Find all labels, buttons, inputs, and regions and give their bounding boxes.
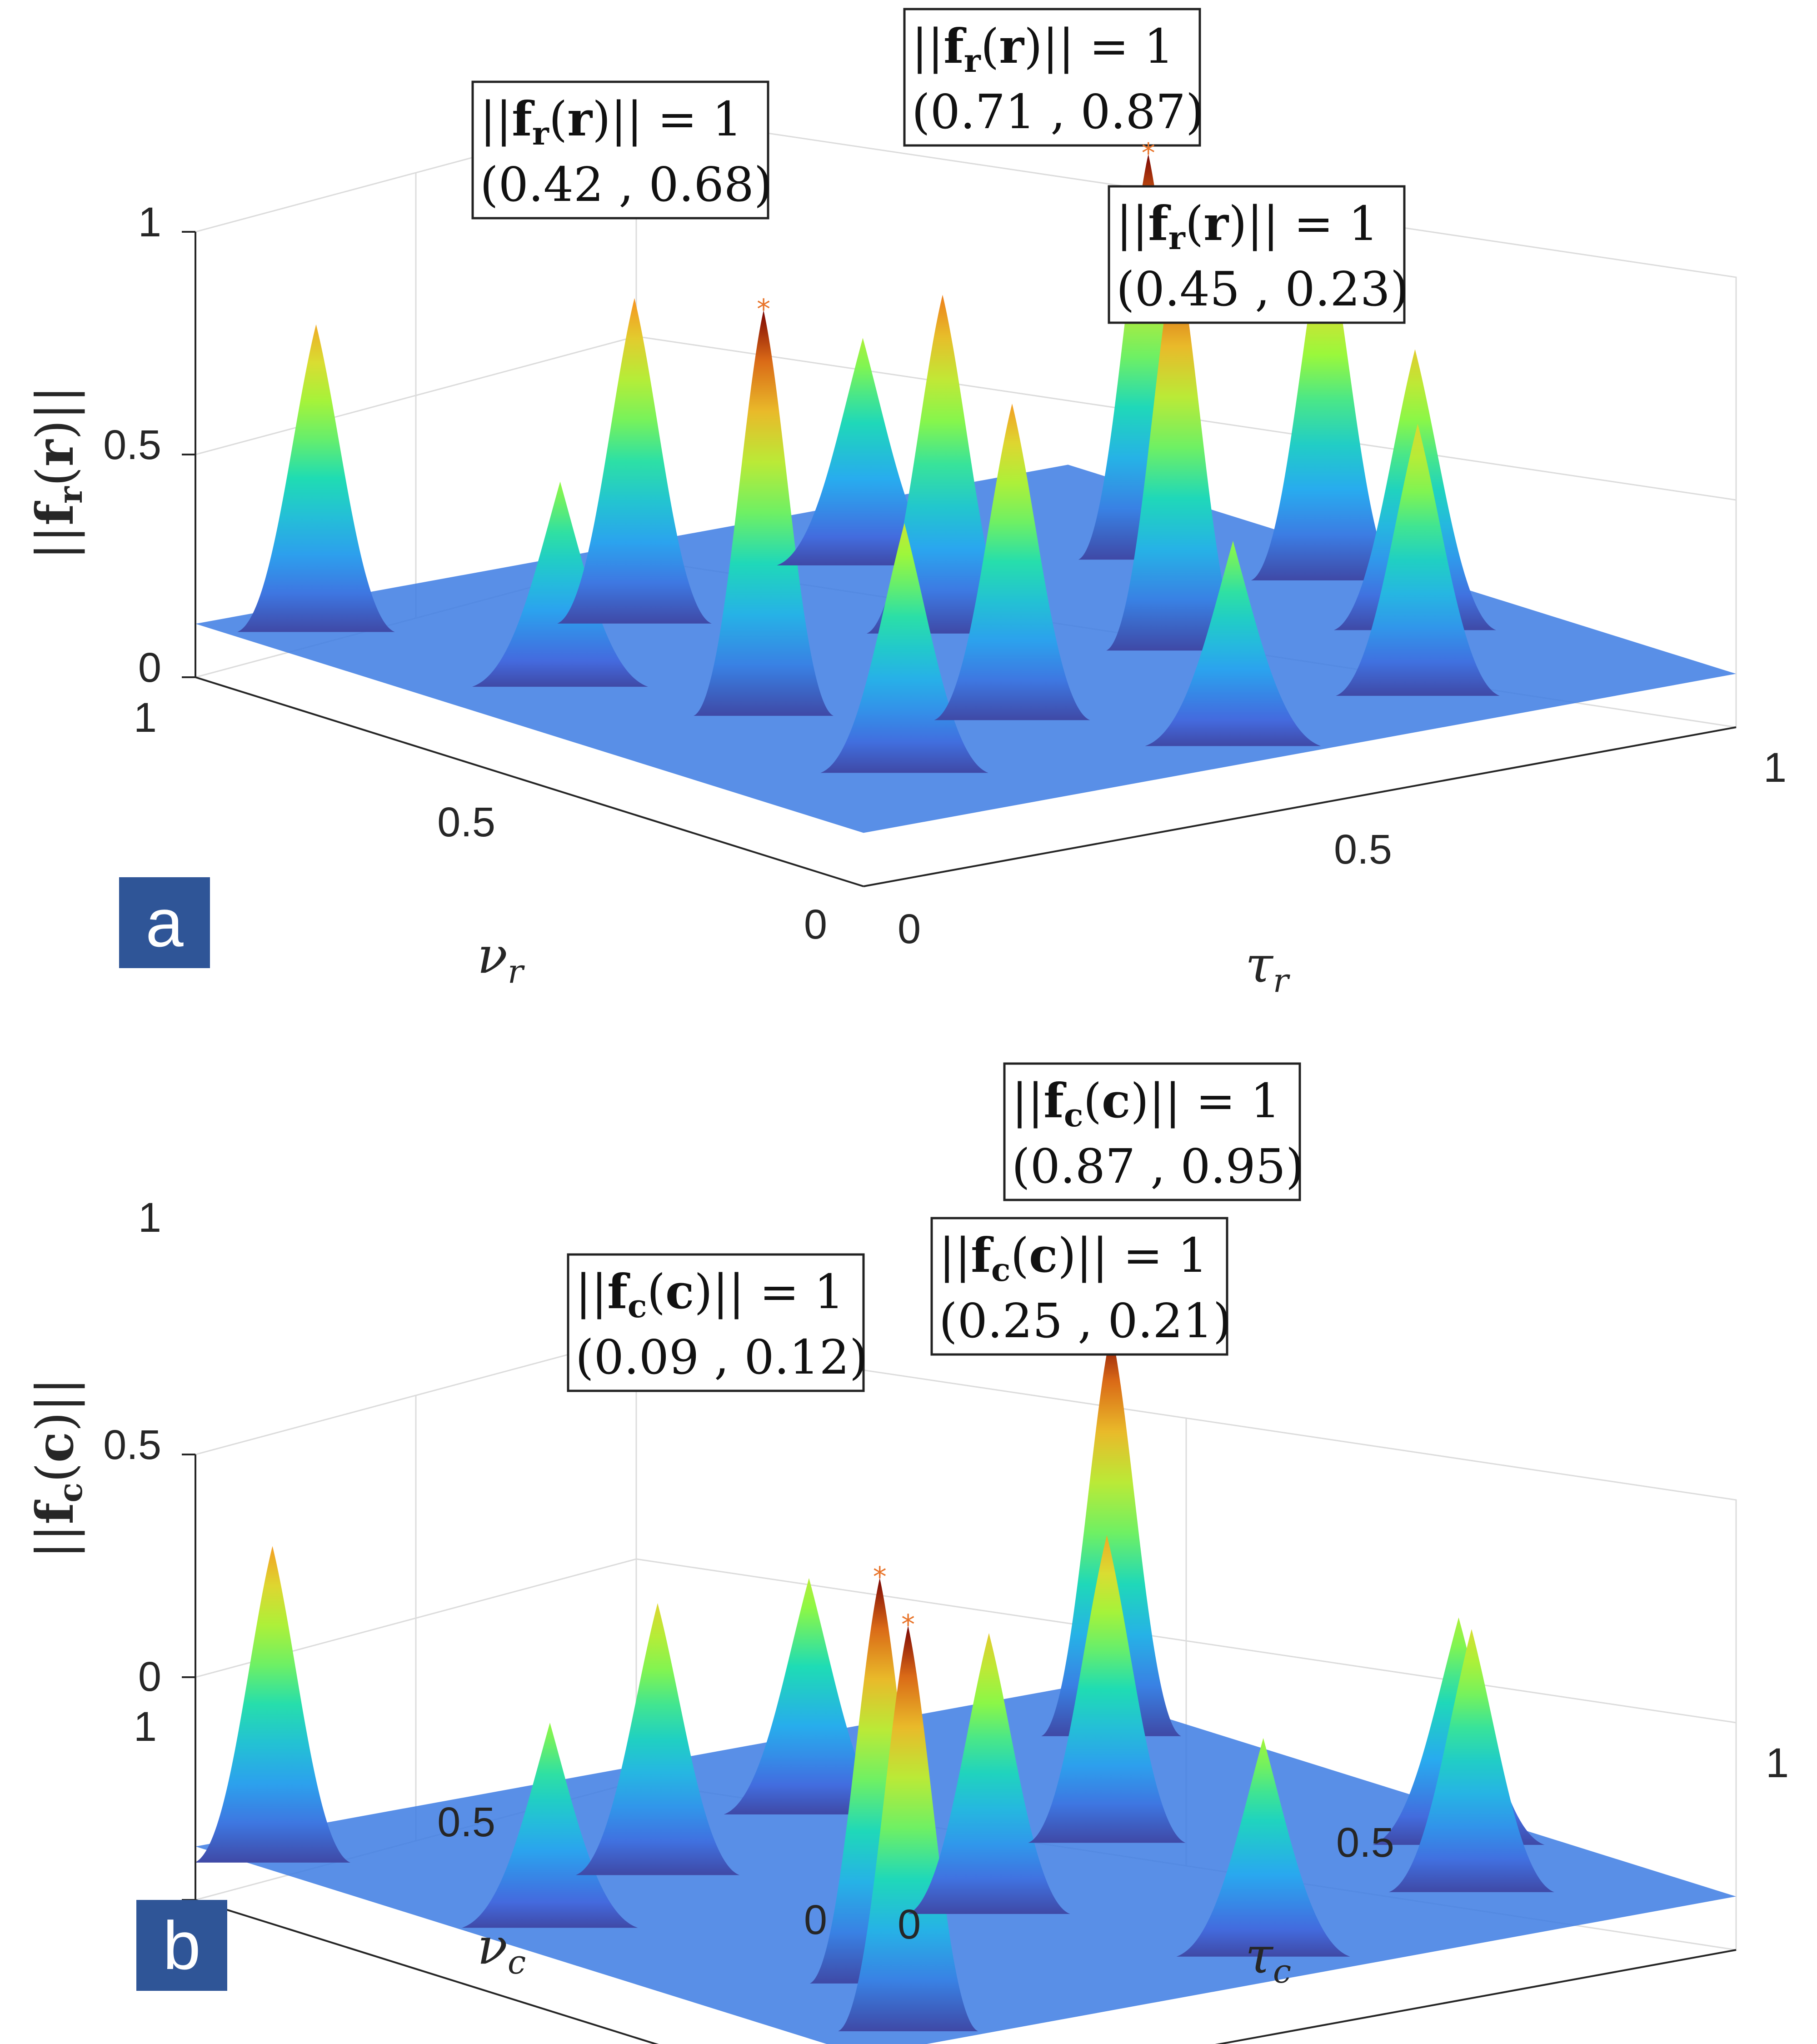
panel-a-surface-peak (557, 298, 712, 624)
panel-a-tau-axis (863, 726, 1737, 887)
panel-b-annotation: ||fc(c)|| = 1(0.25 , 0.21) * (873, 1217, 1231, 1593)
panel-b-peak-marker: * (873, 1561, 887, 1593)
panel-b-surface-peak (1388, 1629, 1555, 1892)
panel-b-annotation-norm: ||fc(c)|| = 1 (575, 1264, 844, 1325)
panel-a-tau-tick-0: 0 (898, 906, 921, 952)
panel-a-nu-axis-label: νr (477, 926, 525, 990)
panel-b-z-tick-0-5: 0.5 (103, 1422, 161, 1468)
panel-a-z-axis-label: ||fr(r)|| (25, 385, 90, 560)
panel-a-surface (195, 154, 1736, 833)
panel-b-annotation-coords: (0.87 , 0.95) (1012, 1139, 1304, 1194)
panel-a-annotation-norm: ||fr(r)|| = 1 (912, 18, 1174, 80)
panel-b-surface-peak (575, 1603, 740, 1875)
panel-a-peak-marker: * (1142, 137, 1155, 169)
panel-b-tau-tick-0-5: 0.5 (1336, 1819, 1394, 1866)
panel-b-surface (194, 1330, 1736, 2044)
panel-b-tau-axis (1215, 1949, 1737, 2044)
panel-a-annotation-norm: ||fr(r)|| = 1 (1116, 195, 1378, 257)
panel-b-annotation-box (567, 1253, 865, 1392)
panel-a-surface-plot: 1 0.5 0 1 0.5 0 0 0.5 1 νr τr ||fr(r)|| … (25, 8, 1787, 1000)
panel-b-surface-peak (1041, 1330, 1182, 1736)
panel-b-tau-tick-1: 1 (1766, 1740, 1789, 1786)
panel-b-annotation: ||fc(c)|| = 1(0.09 , 0.12) * (567, 1253, 915, 1641)
panel-b-surface-peak (838, 1625, 978, 2031)
panel-a-annotations: ||fr(r)|| = 1(0.42 , 0.68)*||fr(r)|| = 1… (471, 8, 1408, 325)
panel-b-surface-peak (194, 1546, 351, 1863)
panel-a-surface-peak (1106, 245, 1247, 651)
panel-a-surface-peak (694, 310, 834, 716)
panel-b-annotation-coords: (0.09 , 0.12) (575, 1329, 868, 1385)
panel-b-z-tick-marks (182, 1454, 195, 1901)
panel-b-z-tick-0: 0 (138, 1654, 161, 1700)
panel-b-surface-peak (1028, 1535, 1186, 1843)
panel-b-annotation-coords: (0.25 , 0.21) (939, 1293, 1231, 1349)
panel-a-surface-peak (1145, 541, 1321, 746)
panel-b-nu-tick-1: 1 (134, 1704, 157, 1750)
panel-a-surface-peak (1251, 219, 1399, 580)
panel-b-peak-marker: * (901, 1609, 915, 1641)
panel-b-label-box (136, 1900, 227, 1991)
panel-b-annotation: ||fc(c)|| = 1(0.87 , 0.95)* (1003, 1062, 1304, 1345)
panel-a-annotation-coords: (0.42 , 0.68) (480, 157, 772, 212)
panel-a-peak-marker: * (757, 294, 770, 325)
panel-b-surface-peak (908, 1633, 1070, 1914)
panel-b-annotation-box (930, 1217, 1228, 1356)
panel-a-z-tick-marks (182, 231, 195, 678)
panel-b-label: b (163, 1907, 200, 1984)
panel-b-annotation-box (1003, 1062, 1301, 1201)
panel-b-nu-axis (195, 1899, 659, 2044)
panel-a-annotation-box (903, 8, 1201, 147)
panel-a-nu-tick-0: 0 (804, 901, 827, 948)
panel-b-nu-axis-label: νc (477, 1917, 526, 1981)
panel-b-nu-tick-0-5: 0.5 (437, 1799, 495, 1845)
panel-b-tau-axis-label: τc (1245, 1926, 1291, 1990)
panel-a-z-tick-0-5: 0.5 (103, 422, 161, 468)
panel-a-z-tick-1: 1 (138, 199, 161, 245)
panel-a-tau-tick-1: 1 (1763, 745, 1787, 791)
panel-a-annotation-box (1108, 185, 1406, 324)
panel-b-surface-plot: 1 0.5 0 1 0.5 0 0 0.5 1 νc τc ||fc(c)|| … (25, 1062, 1789, 2044)
panel-a-annotation: ||fr(r)|| = 1(0.42 , 0.68) * (471, 80, 1183, 260)
panel-a-tau-axis-label: τr (1245, 935, 1290, 1000)
panel-b-nu-tick-0: 0 (804, 1897, 827, 1943)
panel-a-annotation-box (471, 80, 769, 220)
panel-b-z-axis-label: ||fc(c)|| (25, 1378, 90, 1559)
panel-b-annotation-norm: ||fc(c)|| = 1 (1012, 1073, 1280, 1134)
panel-b-surface-peak (1176, 1738, 1350, 1957)
panel-b-z-tick-1: 1 (138, 1194, 161, 1241)
panel-a-surface-peak (1336, 424, 1500, 696)
panel-a-surface-peak (237, 324, 395, 632)
panel-b-surface-peak (462, 1723, 638, 1928)
panel-a-surface-peak (777, 338, 949, 565)
panel-a-label: a (145, 885, 184, 961)
panel-b-annotations: ||fc(c)|| = 1(0.87 , 0.95)*||fc(c)|| = 1… (567, 1062, 1304, 1641)
panel-a-label-box (119, 877, 210, 968)
panel-a-nu-axis (195, 676, 864, 887)
panel-b-tau-tick-0: 0 (898, 1901, 921, 1948)
panel-b-surface-peak (724, 1578, 894, 1814)
panel-a-nu-tick-0-5: 0.5 (437, 799, 495, 845)
panel-a-tau-tick-0-5: 0.5 (1334, 826, 1392, 873)
panel-a-surface-peak (934, 404, 1090, 720)
panel-a-annotation-coords: (0.71 , 0.87) (912, 84, 1204, 140)
panel-b-annotation-norm: ||fc(c)|| = 1 (939, 1227, 1208, 1289)
panel-a-surface-peak (472, 481, 649, 687)
panel-a-z-tick-0: 0 (138, 645, 161, 691)
panel-a-annotation: ||fr(r)|| = 1(0.45 , 0.23) * (757, 185, 1408, 325)
panel-a-annotation: ||fr(r)|| = 1(0.71 , 0.87)* (903, 8, 1204, 169)
panel-a-annotation-norm: ||fr(r)|| = 1 (480, 91, 742, 152)
panel-a-annotation-coords: (0.45 , 0.23) (1116, 261, 1408, 317)
panel-a-nu-tick-1: 1 (134, 695, 157, 741)
